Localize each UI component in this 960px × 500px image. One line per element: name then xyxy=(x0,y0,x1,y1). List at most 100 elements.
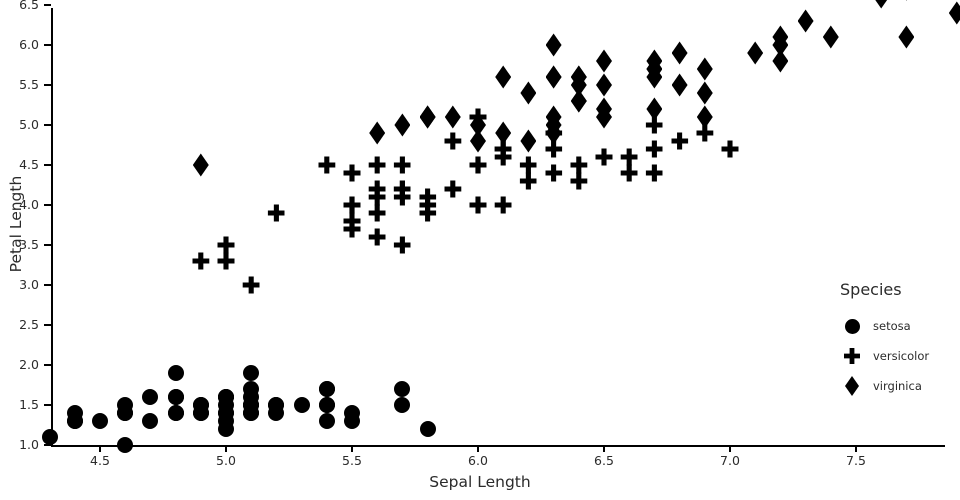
data-point-setosa xyxy=(117,437,134,453)
data-point-setosa xyxy=(142,413,159,429)
x-axis-spine xyxy=(51,445,945,447)
data-point-virginica xyxy=(873,0,890,9)
y-tick-mark xyxy=(44,324,51,326)
legend-item-virginica[interactable]: virginica xyxy=(840,371,960,401)
x-tick-label: 7.0 xyxy=(720,453,740,468)
y-tick-label: 4.5 xyxy=(19,157,39,172)
data-point-virginica xyxy=(596,49,612,73)
data-point-versicolor xyxy=(368,156,386,174)
data-point-virginica xyxy=(747,41,764,65)
circle-marker-icon xyxy=(840,318,864,334)
data-point-virginica xyxy=(797,9,814,33)
data-point-virginica xyxy=(470,129,486,153)
data-point-virginica xyxy=(696,105,713,129)
x-tick-mark xyxy=(225,445,227,452)
data-point-versicolor xyxy=(469,196,487,214)
data-point-virginica xyxy=(596,73,612,97)
y-tick-label: 3.0 xyxy=(19,277,39,292)
data-point-versicolor xyxy=(570,156,588,174)
data-point-versicolor xyxy=(444,132,462,150)
y-tick-mark xyxy=(44,244,51,246)
data-point-versicolor xyxy=(217,236,235,254)
x-tick-mark xyxy=(99,445,101,452)
data-point-setosa xyxy=(218,405,234,421)
data-point-versicolor xyxy=(671,132,689,150)
data-point-setosa xyxy=(318,381,335,397)
data-point-virginica xyxy=(646,97,663,121)
data-point-versicolor xyxy=(721,140,739,158)
y-tick-mark xyxy=(44,44,51,46)
legend-item-setosa[interactable]: setosa xyxy=(840,311,960,341)
data-point-setosa xyxy=(268,397,285,413)
data-point-versicolor xyxy=(242,276,260,294)
data-point-virginica xyxy=(520,129,537,153)
x-tick-mark xyxy=(729,445,731,452)
x-tick-label: 6.0 xyxy=(468,453,488,468)
legend: Species setosa versicolor virginica xyxy=(840,280,960,401)
legend-item-versicolor[interactable]: versicolor xyxy=(840,341,960,371)
x-tick-mark xyxy=(351,445,353,452)
data-point-virginica xyxy=(671,41,688,65)
data-point-virginica xyxy=(696,57,713,81)
x-tick-label: 6.5 xyxy=(594,453,614,468)
data-point-virginica xyxy=(772,33,789,57)
y-tick-mark xyxy=(44,124,51,126)
y-tick-label: 2.0 xyxy=(19,357,39,372)
data-point-versicolor xyxy=(645,164,663,182)
data-point-versicolor xyxy=(343,164,361,182)
data-point-versicolor xyxy=(620,164,638,182)
data-point-setosa xyxy=(218,389,234,405)
x-tick-label: 5.0 xyxy=(216,453,236,468)
data-point-virginica xyxy=(545,113,562,137)
y-tick-label: 1.0 xyxy=(19,437,39,452)
y-tick-mark xyxy=(44,364,51,366)
data-point-setosa xyxy=(243,365,260,381)
cross-marker-icon xyxy=(840,348,864,364)
data-point-versicolor xyxy=(494,196,512,214)
y-tick-label: 4.0 xyxy=(19,197,39,212)
y-tick-mark xyxy=(44,404,51,406)
y-axis-spine xyxy=(51,8,53,446)
x-tick-label: 4.5 xyxy=(90,453,110,468)
data-point-versicolor xyxy=(318,156,336,174)
y-tick-mark xyxy=(44,444,51,446)
data-point-virginica xyxy=(419,105,436,129)
data-point-setosa xyxy=(142,389,159,405)
diamond-marker-icon xyxy=(840,376,864,396)
data-point-setosa xyxy=(318,397,335,413)
data-point-virginica xyxy=(470,113,486,137)
data-point-versicolor xyxy=(444,180,462,198)
y-axis-title: Petal Length xyxy=(7,175,25,273)
data-point-versicolor xyxy=(469,156,487,174)
data-point-virginica xyxy=(570,73,587,97)
data-point-versicolor xyxy=(620,148,638,166)
data-point-setosa xyxy=(419,421,436,437)
data-point-setosa xyxy=(344,413,360,429)
data-point-versicolor xyxy=(217,252,235,270)
data-point-versicolor xyxy=(343,196,361,214)
data-point-versicolor xyxy=(368,204,386,222)
legend-item-label: versicolor xyxy=(873,349,930,363)
data-point-setosa xyxy=(92,413,108,429)
data-point-virginica xyxy=(596,97,612,121)
data-point-versicolor xyxy=(267,204,285,222)
data-point-versicolor xyxy=(570,172,588,190)
data-point-setosa xyxy=(243,389,260,405)
data-point-versicolor xyxy=(192,252,210,270)
data-point-setosa xyxy=(192,405,209,421)
data-point-setosa xyxy=(394,397,411,413)
data-point-setosa xyxy=(318,413,335,429)
data-point-virginica xyxy=(696,81,713,105)
y-tick-mark xyxy=(44,4,51,6)
y-tick-label: 6.5 xyxy=(19,0,39,12)
y-tick-label: 3.5 xyxy=(19,237,39,252)
legend-item-label: virginica xyxy=(873,379,922,393)
data-point-virginica xyxy=(898,25,915,49)
data-point-virginica xyxy=(394,113,411,137)
data-point-versicolor xyxy=(595,148,613,166)
data-point-virginica xyxy=(822,25,839,49)
data-point-setosa xyxy=(117,405,134,421)
data-point-virginica xyxy=(495,121,512,145)
